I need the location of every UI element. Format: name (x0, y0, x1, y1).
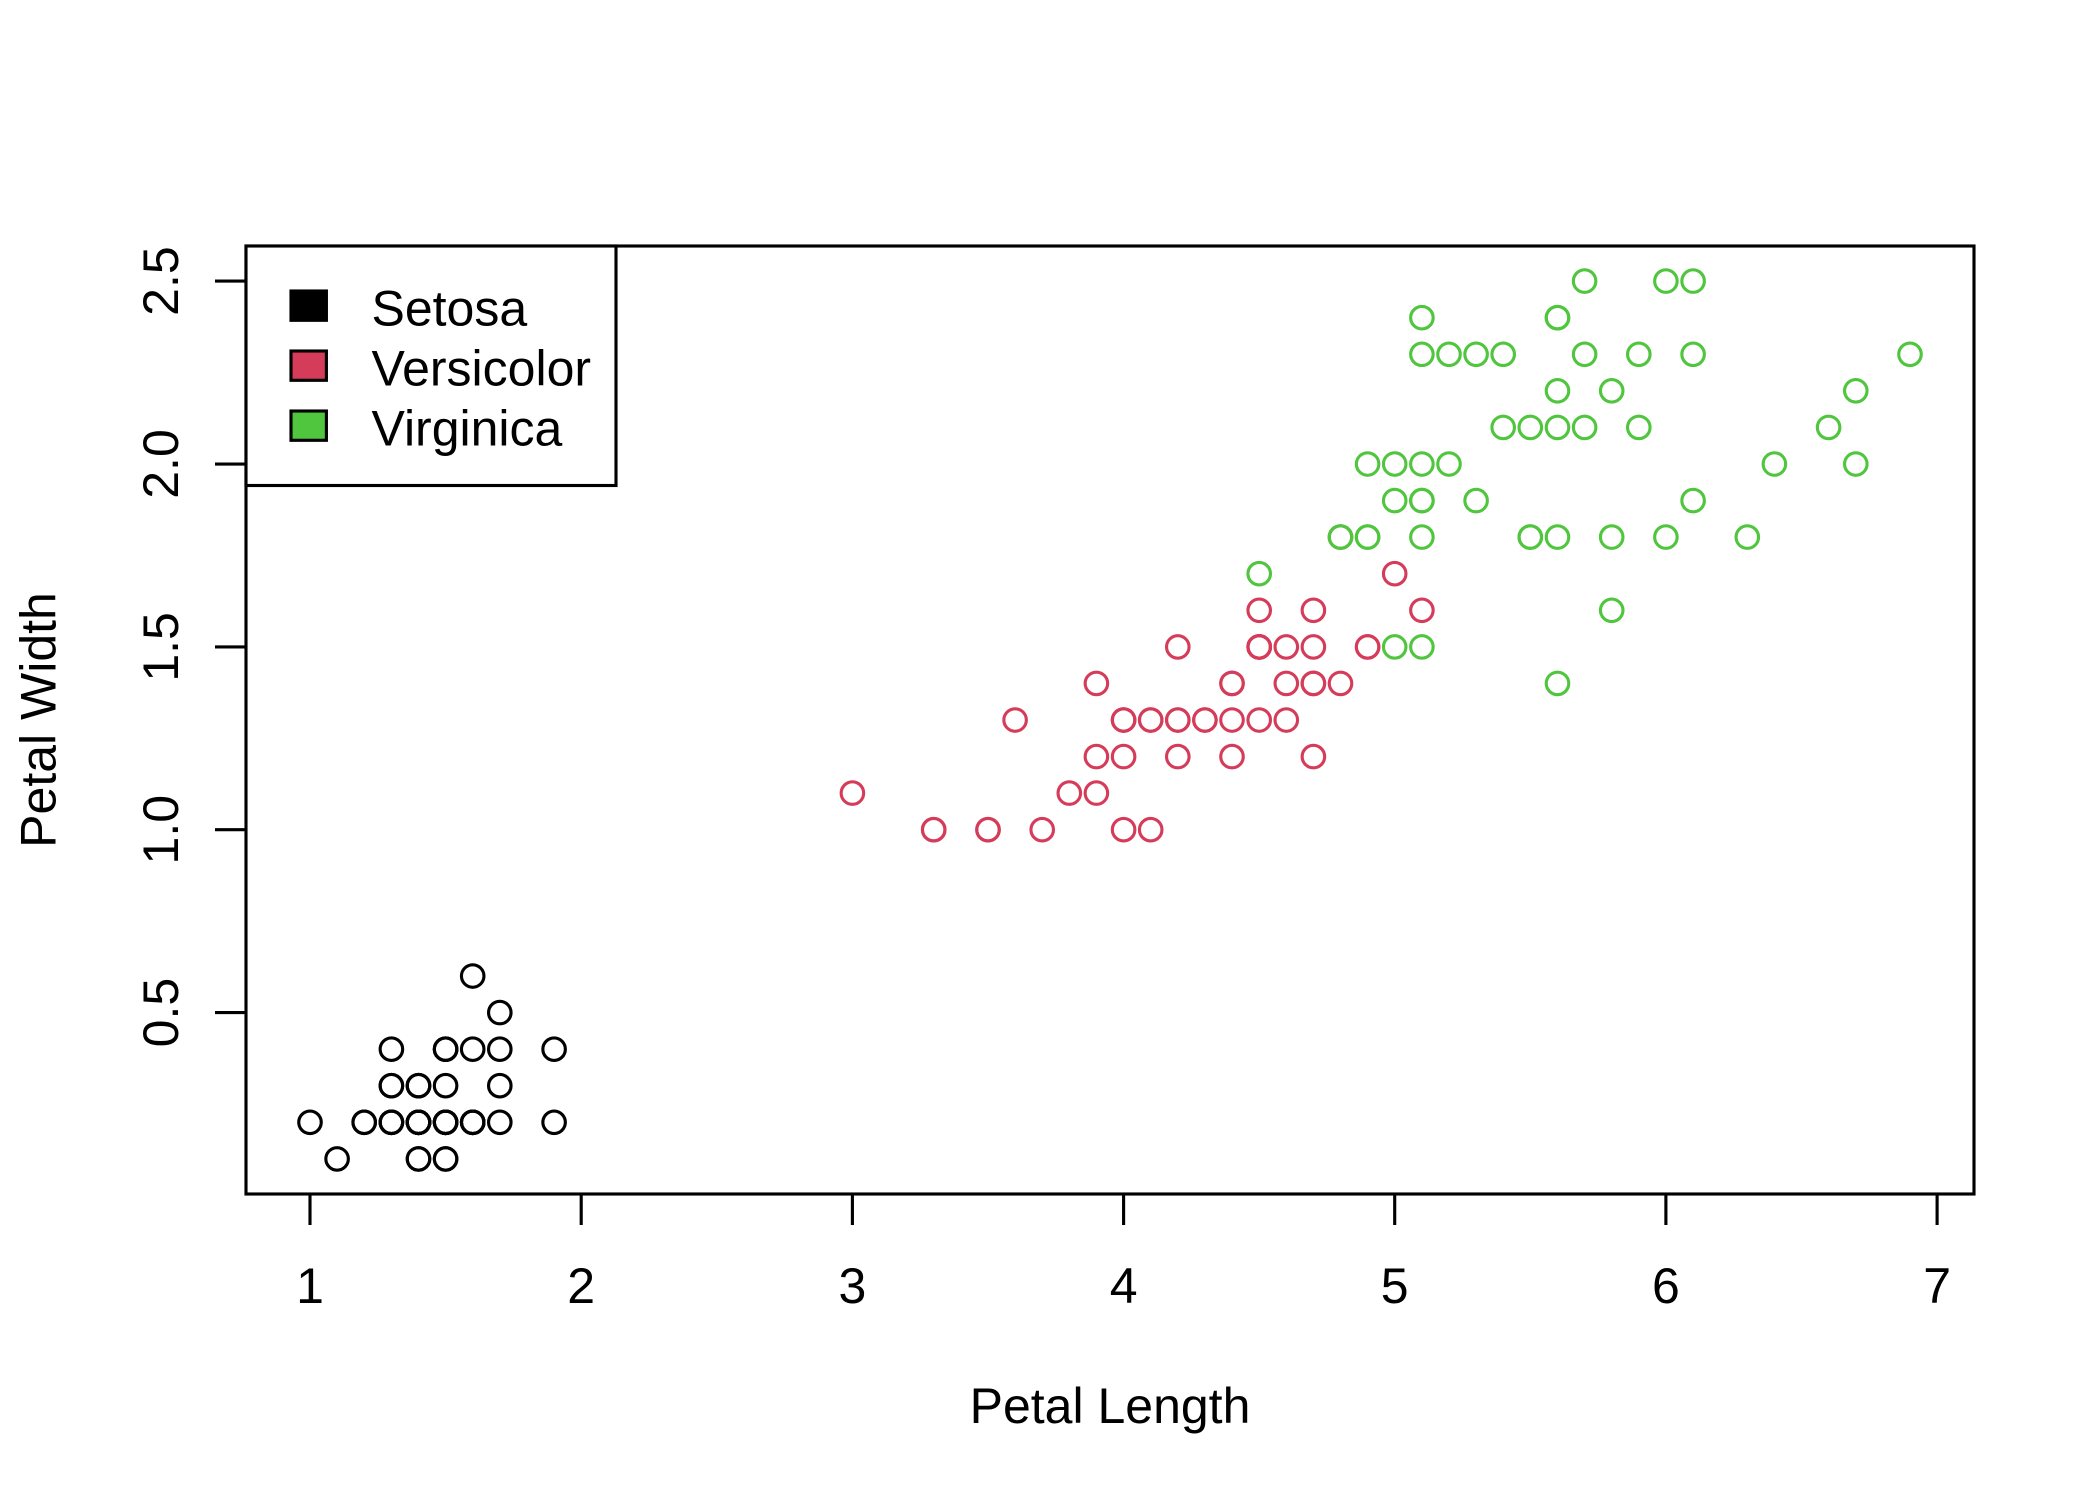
svg-text:6: 6 (1652, 1258, 1680, 1314)
svg-text:2: 2 (567, 1258, 595, 1314)
svg-text:Versicolor: Versicolor (372, 341, 592, 397)
svg-text:Virginica: Virginica (372, 401, 563, 457)
svg-text:1.0: 1.0 (133, 795, 189, 865)
svg-text:3: 3 (838, 1258, 866, 1314)
svg-text:5: 5 (1381, 1258, 1409, 1314)
svg-text:4: 4 (1110, 1258, 1138, 1314)
svg-text:Petal Length: Petal Length (970, 1378, 1251, 1434)
svg-text:7: 7 (1923, 1258, 1951, 1314)
svg-text:2.5: 2.5 (133, 246, 189, 316)
svg-text:2.0: 2.0 (133, 429, 189, 499)
svg-text:Petal Width: Petal Width (11, 592, 67, 848)
svg-text:0.5: 0.5 (133, 978, 189, 1048)
svg-text:1: 1 (296, 1258, 324, 1314)
svg-text:Setosa: Setosa (372, 281, 528, 337)
svg-text:1.5: 1.5 (133, 612, 189, 682)
